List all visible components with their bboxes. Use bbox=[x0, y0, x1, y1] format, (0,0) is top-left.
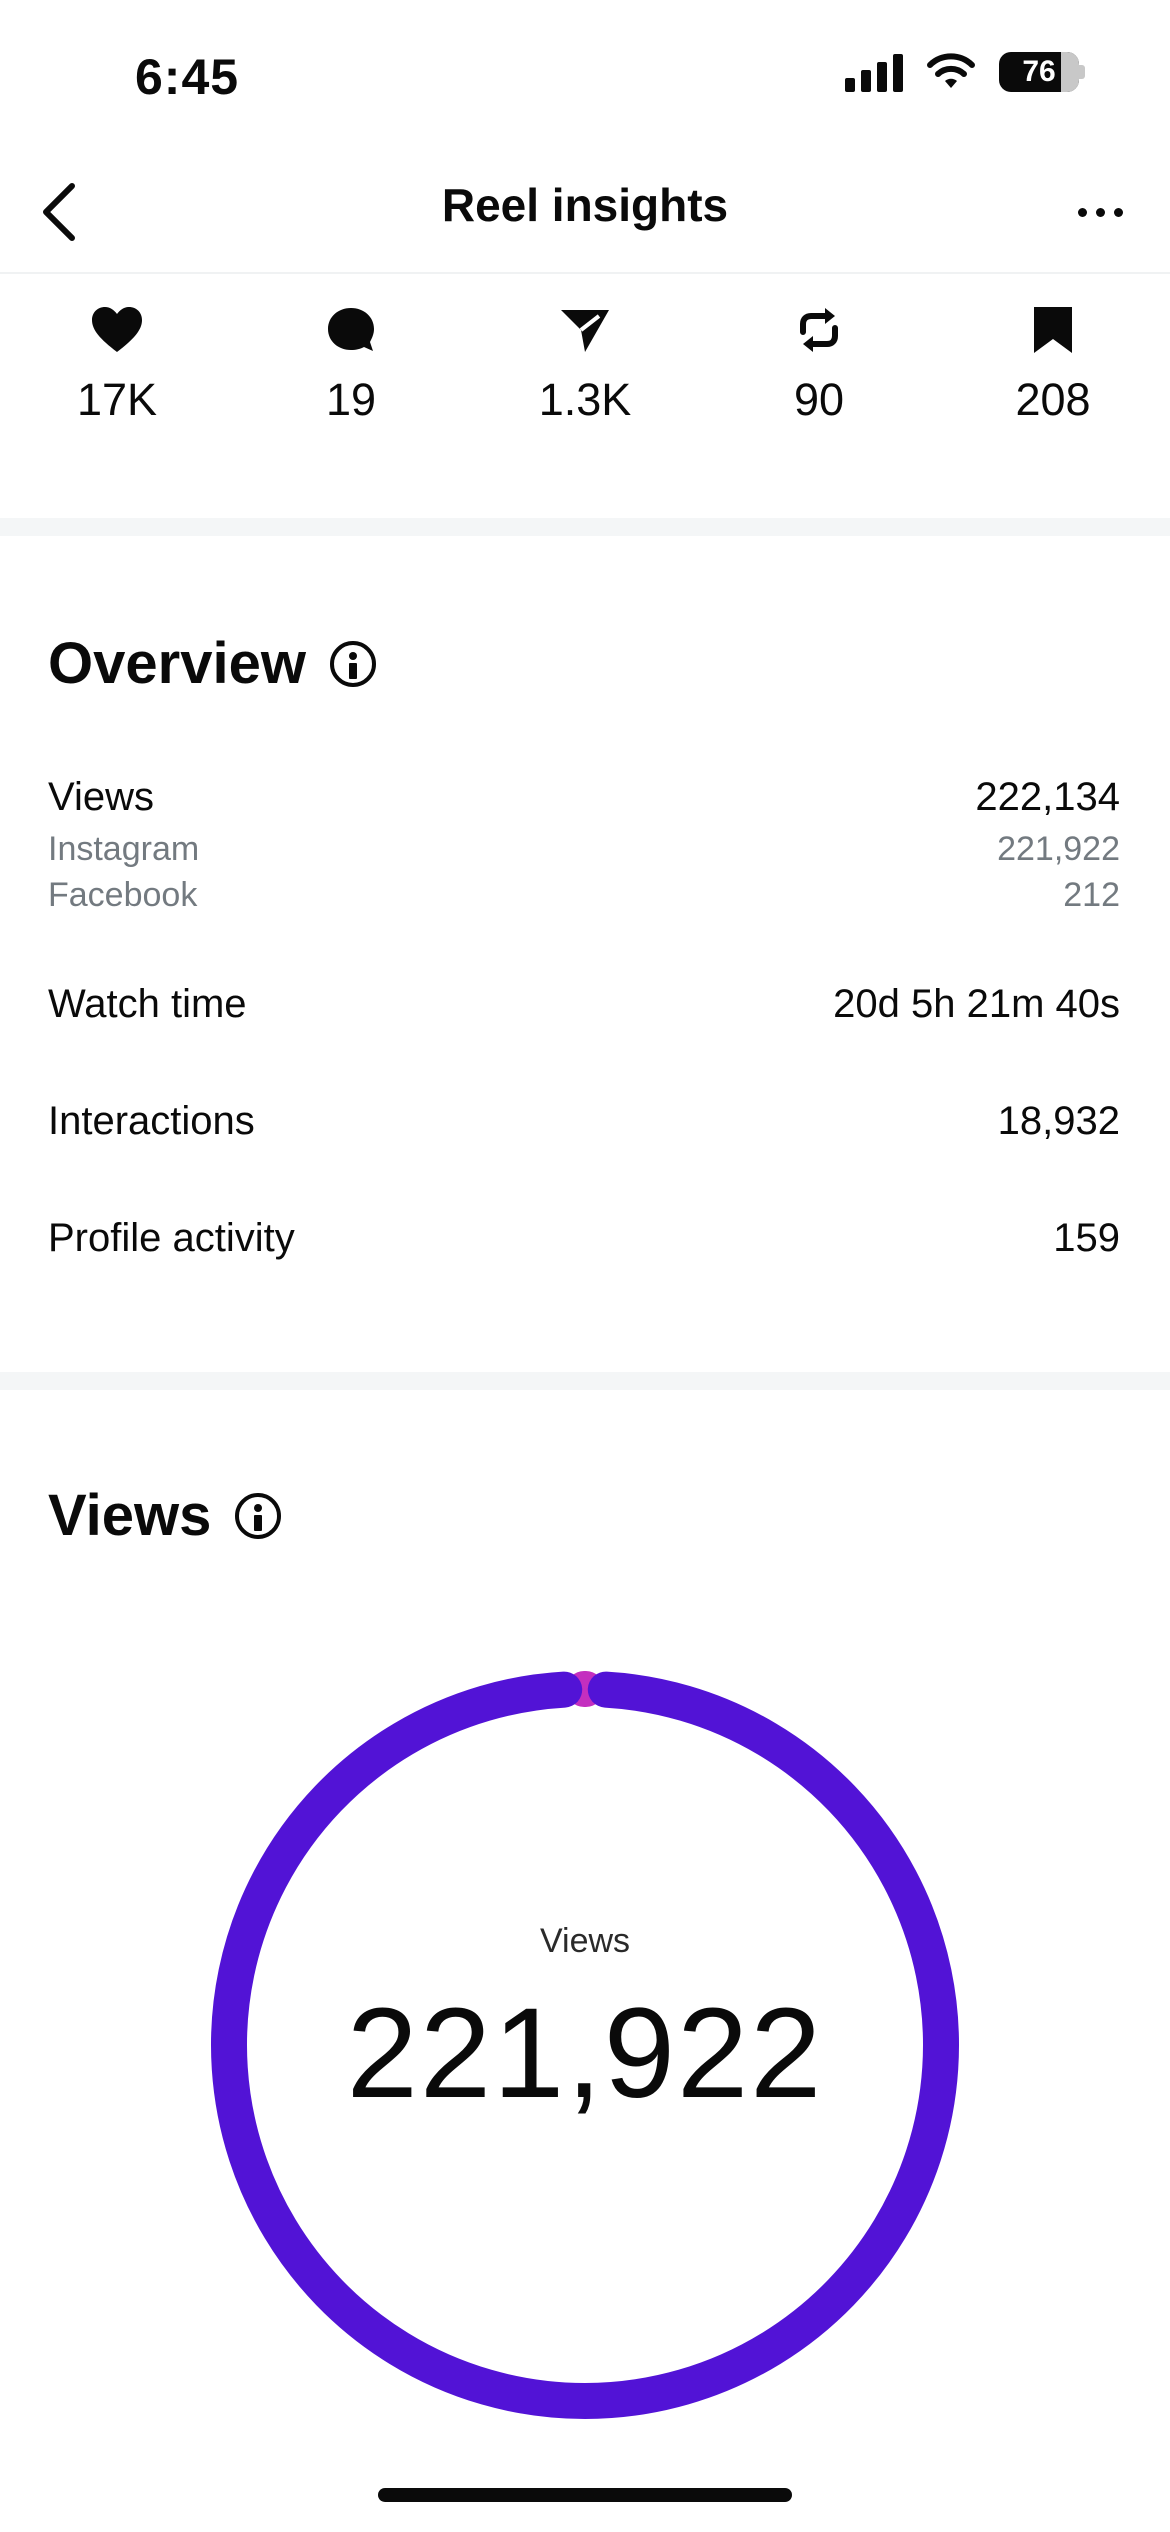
donut-svg bbox=[211, 1670, 959, 2419]
back-button[interactable] bbox=[20, 172, 100, 252]
views-section-title: Views bbox=[48, 1482, 282, 1549]
section-divider bbox=[0, 1372, 1170, 1390]
wifi-icon bbox=[927, 53, 975, 88]
views-value: 222,134 bbox=[975, 775, 1120, 819]
views-section-title-text: Views bbox=[48, 1483, 212, 1548]
status-icons: 76 bbox=[845, 52, 1085, 92]
views-row: Views 222,134 bbox=[48, 775, 1120, 820]
more-dot-icon bbox=[1113, 207, 1123, 217]
overview-title-text: Overview bbox=[48, 631, 306, 696]
profile-activity-label: Profile activity bbox=[48, 1216, 295, 1260]
info-icon[interactable] bbox=[329, 640, 376, 687]
facebook-value: 212 bbox=[1063, 876, 1120, 914]
profile-activity-row: Profile activity 159 bbox=[48, 1216, 1120, 1261]
donut-center-value: 221,922 bbox=[346, 1982, 824, 2125]
more-dot-icon bbox=[1095, 207, 1105, 217]
instagram-label: Instagram bbox=[48, 830, 200, 868]
cellular-signal-icon bbox=[845, 52, 903, 92]
battery-level: 76 bbox=[1022, 55, 1056, 88]
donut-slice-instagram bbox=[211, 1671, 959, 2419]
heart-icon bbox=[92, 307, 142, 352]
instagram-row: Instagram 221,922 bbox=[48, 830, 1120, 869]
send-icon bbox=[561, 310, 609, 352]
interactions-value: 18,932 bbox=[997, 1099, 1120, 1143]
instagram-value: 221,922 bbox=[997, 830, 1120, 868]
watch-time-value: 20d 5h 21m 40s bbox=[833, 982, 1120, 1026]
engagement-stats: 17K 19 1.3K 90 bbox=[0, 300, 1170, 450]
overview-title: Overview bbox=[48, 630, 376, 697]
saves-count: 208 bbox=[1015, 374, 1091, 425]
comments-stat: 19 bbox=[234, 300, 468, 450]
likes-stat: 17K bbox=[0, 300, 234, 450]
page-title: Reel insights bbox=[441, 179, 729, 231]
info-icon[interactable] bbox=[235, 1492, 282, 1539]
more-dot-icon bbox=[1077, 207, 1087, 217]
header: Reel insights bbox=[0, 150, 1170, 274]
watch-time-label: Watch time bbox=[48, 982, 247, 1026]
shares-count: 1.3K bbox=[538, 374, 632, 425]
shares-stat: 1.3K bbox=[468, 300, 702, 450]
section-divider bbox=[0, 518, 1170, 536]
views-donut-chart bbox=[200, 1660, 970, 2430]
comments-count: 19 bbox=[325, 374, 377, 425]
donut-center-label: Views bbox=[539, 1922, 631, 1960]
battery-icon: 76 bbox=[999, 52, 1079, 92]
comment-icon bbox=[328, 308, 374, 351]
interactions-label: Interactions bbox=[48, 1099, 255, 1143]
chevron-left-icon bbox=[43, 183, 75, 241]
repost-icon bbox=[800, 308, 838, 352]
facebook-label: Facebook bbox=[48, 876, 198, 914]
views-label: Views bbox=[48, 775, 154, 819]
status-time: 6:45 bbox=[135, 49, 240, 105]
reposts-stat: 90 bbox=[702, 300, 936, 450]
facebook-row: Facebook 212 bbox=[48, 876, 1120, 915]
status-bar: 6:45 76 bbox=[0, 0, 1170, 150]
more-options-button[interactable] bbox=[1060, 172, 1140, 252]
saves-stat: 208 bbox=[936, 300, 1170, 450]
likes-count: 17K bbox=[76, 374, 158, 425]
watch-time-row: Watch time 20d 5h 21m 40s bbox=[48, 982, 1120, 1027]
profile-activity-value: 159 bbox=[1053, 1216, 1120, 1260]
home-indicator bbox=[378, 2488, 792, 2502]
reposts-count: 90 bbox=[793, 374, 845, 425]
interactions-row: Interactions 18,932 bbox=[48, 1099, 1120, 1144]
bookmark-icon bbox=[1034, 307, 1072, 353]
